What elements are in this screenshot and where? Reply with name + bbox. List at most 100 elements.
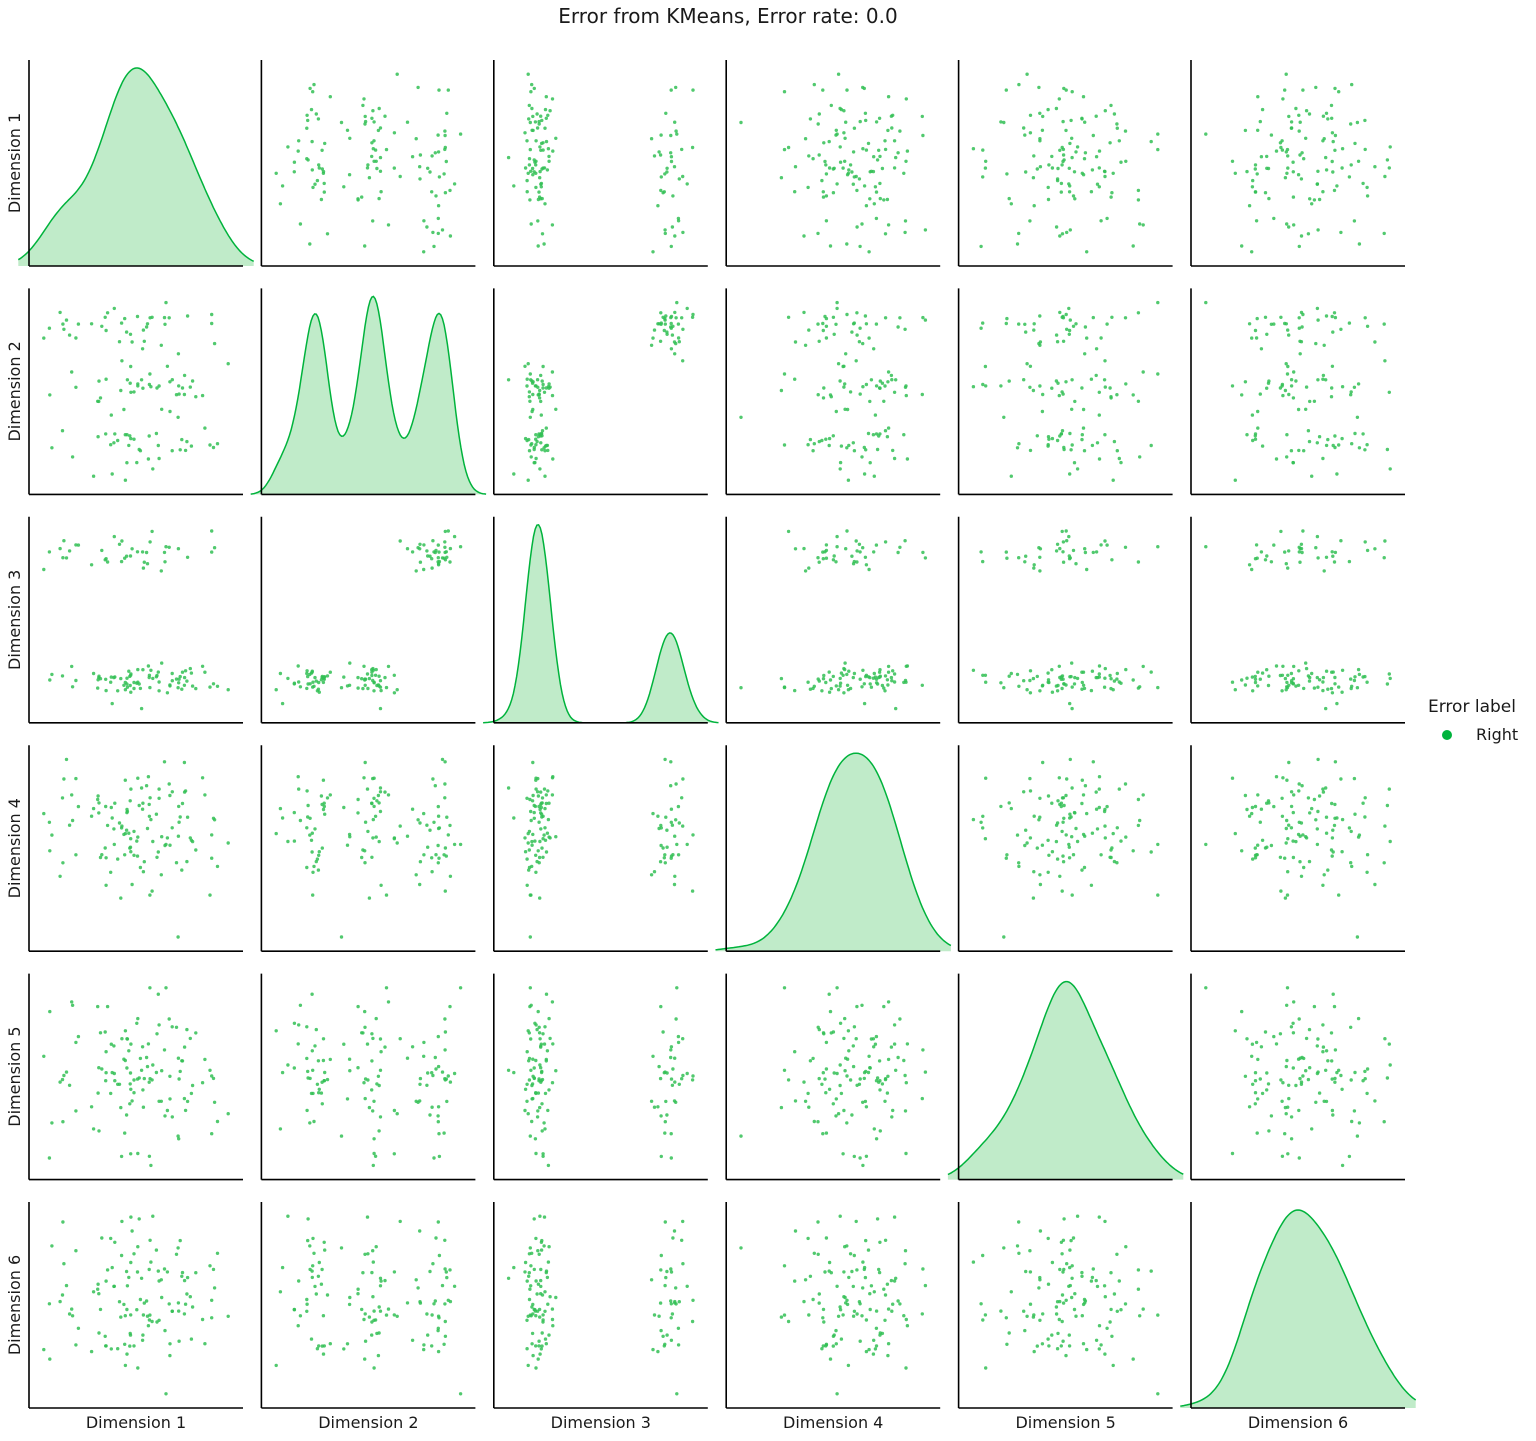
scatter-point [649, 343, 654, 347]
scatter-point [1059, 181, 1064, 186]
scatter-point [363, 1339, 368, 1343]
scatter-point [848, 390, 853, 394]
scatter-point [842, 131, 846, 135]
scatter-point [139, 786, 144, 790]
scatter-point [861, 1260, 865, 1264]
scatter-point [105, 1268, 110, 1272]
scatter-point [170, 449, 174, 453]
scatter-point [877, 1059, 882, 1063]
scatter-point [1028, 113, 1033, 118]
scatter-point [141, 328, 146, 332]
scatter-point [845, 88, 849, 92]
scatter-point [862, 184, 867, 188]
scatter-point [176, 1246, 180, 1250]
scatter-point [446, 88, 450, 92]
scatter-point [663, 861, 667, 865]
scatter-point [149, 1260, 153, 1264]
scatter-point [440, 228, 445, 232]
scatter-point [47, 550, 52, 554]
scatter-point [91, 1290, 96, 1294]
scatter-point [180, 1274, 184, 1279]
scatter-point [148, 796, 152, 800]
scatter-point [547, 382, 551, 386]
scatter-point [1085, 567, 1089, 572]
scatter-point [345, 1342, 350, 1346]
scatter-point [129, 1215, 133, 1219]
scatter-point [905, 149, 910, 153]
scatter-point [170, 1115, 174, 1119]
panel-2-3 [492, 288, 708, 496]
scatter-point [177, 384, 181, 388]
scatter-point [525, 377, 529, 381]
scatter-point [308, 816, 312, 820]
scatter-point [1028, 836, 1033, 840]
scatter-point [1094, 347, 1099, 351]
scatter-point [855, 225, 859, 229]
scatter-point [1263, 315, 1268, 319]
scatter-point [1296, 683, 1301, 687]
scatter-point [1316, 757, 1320, 762]
scatter-point [838, 160, 843, 164]
scatter-point [886, 1074, 890, 1079]
scatter-point [70, 1000, 74, 1004]
scatter-point [398, 1037, 402, 1041]
scatter-point [1310, 1127, 1314, 1131]
scatter-point [866, 1248, 871, 1252]
scatter-point [530, 1082, 535, 1086]
scatter-point [136, 667, 140, 672]
scatter-point [70, 685, 75, 689]
scatter-point [824, 1091, 828, 1095]
scatter-point [1141, 370, 1145, 374]
scatter-point [1382, 322, 1386, 326]
scatter-point [843, 667, 847, 672]
scatter-point [831, 315, 836, 319]
scatter-point [983, 837, 988, 841]
scatter-point [673, 1056, 677, 1060]
scatter-point [550, 97, 555, 101]
scatter-point [1333, 802, 1337, 807]
scatter-point [377, 1305, 381, 1309]
scatter-point [1297, 1108, 1301, 1113]
scatter-point [1245, 807, 1249, 812]
scatter-point [669, 159, 674, 164]
panel-5-3 [492, 973, 708, 1181]
scatter-point [875, 1076, 880, 1080]
scatter-point [1081, 793, 1086, 797]
scatter-point [418, 1229, 422, 1233]
scatter-point [392, 1108, 397, 1113]
scatter-point [672, 340, 677, 344]
scatter-point [658, 153, 663, 157]
scatter-point [374, 835, 378, 839]
scatter-point [210, 856, 214, 860]
scatter-point [1046, 1282, 1051, 1286]
scatter-point [528, 935, 532, 939]
scatter-point [546, 789, 550, 793]
scatter-point [529, 1264, 533, 1268]
scatter-point [436, 843, 440, 848]
scatter-point [1080, 437, 1084, 442]
scatter-point [436, 861, 440, 865]
scatter-point [74, 1343, 78, 1347]
scatter-point [132, 390, 136, 394]
scatter-point [877, 1267, 881, 1272]
scatter-point [458, 986, 463, 990]
scatter-point [297, 139, 301, 143]
scatter-point [676, 853, 681, 857]
scatter-point [892, 680, 897, 684]
scatter-point [537, 195, 542, 199]
scatter-point [1289, 1137, 1294, 1141]
scatter-point [1090, 831, 1095, 835]
scatter-point [1022, 378, 1026, 382]
scatter-point [673, 874, 677, 878]
scatter-point [418, 153, 423, 157]
scatter-point [322, 190, 326, 194]
scatter-point [530, 1342, 534, 1346]
scatter-point [445, 1099, 449, 1104]
scatter-point [1284, 362, 1288, 366]
scatter-point [1349, 1025, 1353, 1030]
scatter-point [1111, 831, 1115, 836]
scatter-point [1253, 167, 1258, 171]
scatter-point [1245, 676, 1249, 680]
scatter-point [67, 1083, 72, 1088]
